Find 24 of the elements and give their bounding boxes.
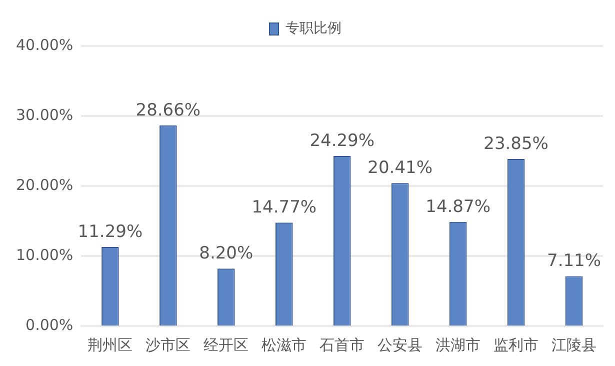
data-label: 8.20% [199, 244, 254, 264]
y-tick-label: 30.00% [16, 106, 74, 124]
y-tick-label: 10.00% [16, 246, 74, 264]
x-tick-label: 公安县 [378, 336, 423, 354]
y-tick-label: 40.00% [16, 36, 74, 54]
x-tick-label: 荆州区 [88, 336, 133, 354]
x-tick-label: 松滋市 [262, 336, 307, 354]
x-tick-label: 经开区 [204, 336, 249, 354]
x-tick-label: 江陵县 [552, 336, 597, 354]
data-label: 23.85% [484, 134, 548, 154]
data-label: 7.11% [547, 251, 602, 272]
data-label: 28.66% [136, 100, 201, 120]
y-tick-label: 0.00% [26, 316, 74, 334]
x-tick-label: 洪湖市 [436, 336, 481, 354]
data-label: 14.77% [252, 198, 317, 218]
data-label: 24.29% [310, 130, 375, 151]
data-label: 11.29% [78, 222, 143, 242]
y-tick-label: 20.00% [16, 176, 74, 194]
data-label: 20.41% [368, 158, 432, 178]
x-tick-label: 监利市 [494, 336, 539, 354]
x-tick-label: 石首市 [320, 336, 365, 354]
x-tick-label: 沙市区 [146, 336, 191, 354]
data-label: 14.87% [426, 196, 490, 217]
legend-label: 专职比例 [286, 20, 342, 37]
